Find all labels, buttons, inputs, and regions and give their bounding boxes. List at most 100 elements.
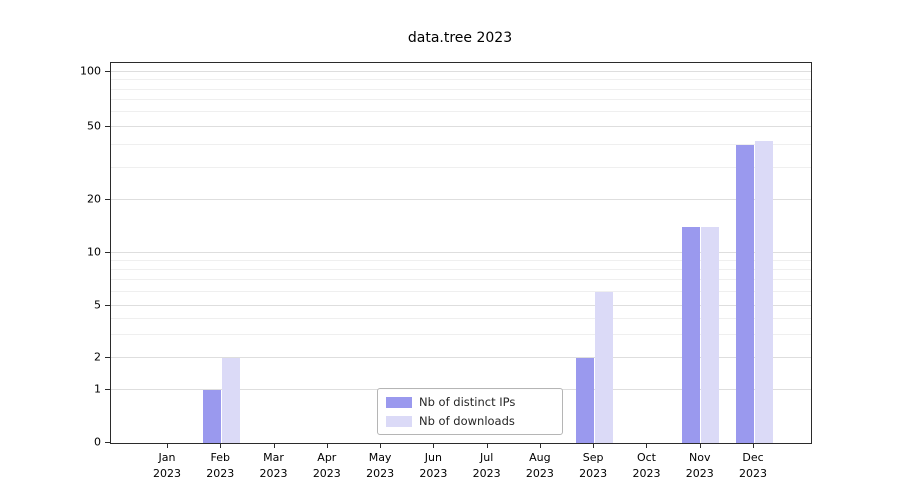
x-tick-month: Feb	[210, 451, 230, 464]
y-tick-mark	[105, 356, 110, 358]
minor-gridline	[111, 317, 811, 319]
major-gridline	[111, 71, 811, 73]
x-tick-mark	[273, 443, 275, 448]
x-tick-year: 2023	[153, 467, 181, 480]
x-tick-year: 2023	[472, 467, 501, 480]
x-tick-month: Jun	[424, 451, 442, 464]
y-tick-mark	[105, 442, 110, 443]
x-tick-label: Oct 2023	[611, 450, 681, 482]
legend-label-distinct-ips: Nb of distinct IPs	[419, 395, 516, 409]
x-tick-year: 2023	[259, 467, 288, 480]
bar-distinct-ips	[682, 227, 701, 443]
x-tick-label: Mar 2023	[239, 450, 309, 482]
x-tick-month: Aug	[529, 451, 551, 464]
minor-gridline	[111, 279, 811, 281]
x-tick-month: Apr	[317, 451, 337, 464]
x-tick-label: Jun 2023	[398, 450, 468, 482]
x-tick-mark	[380, 443, 382, 448]
legend-entry-distinct-ips: Nb of distinct IPs	[386, 395, 554, 409]
bar-distinct-ips	[575, 357, 594, 443]
plot-area	[110, 62, 812, 444]
x-tick-mark	[646, 443, 648, 448]
minor-gridline	[111, 166, 811, 168]
y-tick-label: 0	[94, 435, 101, 449]
x-tick-mark	[486, 443, 488, 448]
x-tick-mark	[326, 443, 328, 448]
x-tick-year: 2023	[739, 467, 767, 480]
minor-gridline	[111, 143, 811, 145]
major-gridline	[111, 125, 811, 127]
bar-downloads	[701, 227, 720, 443]
y-tick-mark	[105, 71, 110, 73]
major-gridline	[111, 199, 811, 201]
bar-downloads	[594, 291, 613, 443]
x-tick-label: Aug 2023	[505, 450, 575, 482]
minor-gridline	[111, 111, 811, 113]
y-tick-mark	[105, 125, 110, 127]
y-tick-label: 20	[87, 192, 101, 206]
x-tick-month: Sep	[582, 451, 604, 464]
x-tick-year: 2023	[366, 467, 395, 480]
minor-gridline	[111, 269, 811, 271]
x-tick-year: 2023	[419, 467, 448, 480]
x-tick-label: Sep 2023	[558, 450, 628, 482]
x-tick-month: Jan	[158, 451, 176, 464]
x-tick-mark	[167, 443, 168, 448]
x-tick-label: Feb 2023	[185, 450, 255, 482]
y-tick-label: 100	[80, 64, 101, 78]
y-tick-mark	[105, 199, 110, 201]
y-tick-mark	[105, 304, 110, 306]
major-gridline	[111, 356, 811, 358]
legend: Nb of distinct IPs Nb of downloads	[377, 388, 563, 435]
x-tick-mark	[220, 443, 222, 448]
x-tick-label: Nov 2023	[665, 450, 735, 482]
legend-swatch-downloads	[386, 415, 412, 427]
y-tick-mark	[105, 252, 110, 253]
minor-gridline	[111, 333, 811, 335]
chart-title: data.tree 2023	[407, 30, 513, 46]
minor-gridline	[111, 99, 811, 101]
x-tick-year: 2023	[632, 467, 661, 480]
y-tick-label: 2	[94, 350, 101, 364]
x-tick-month: Oct	[636, 451, 656, 464]
legend-label-downloads: Nb of downloads	[419, 414, 515, 428]
x-tick-label: May 2023	[345, 450, 415, 482]
bar-distinct-ips	[202, 390, 221, 443]
y-tick-label: 1	[94, 382, 101, 396]
minor-gridline	[111, 88, 811, 90]
x-tick-label: Jan 2023	[132, 450, 202, 482]
x-tick-mark	[593, 443, 595, 448]
x-tick-label: Dec 2023	[718, 450, 788, 482]
minor-gridline	[111, 260, 811, 262]
minor-gridline	[111, 79, 811, 81]
x-tick-mark	[539, 443, 541, 448]
x-tick-year: 2023	[312, 467, 341, 480]
bar-distinct-ips	[735, 144, 754, 443]
x-tick-year: 2023	[206, 467, 235, 480]
x-tick-month: Dec	[742, 451, 764, 464]
bar-downloads	[754, 140, 773, 443]
legend-swatch-distinct-ips	[386, 396, 412, 408]
y-tick-mark	[105, 389, 110, 391]
x-tick-month: Mar	[263, 451, 284, 464]
major-gridline	[111, 304, 811, 306]
x-tick-label: Apr 2023	[292, 450, 362, 482]
x-tick-label: Jul 2023	[452, 450, 522, 482]
x-tick-year: 2023	[685, 467, 714, 480]
x-tick-mark	[699, 443, 701, 448]
x-tick-year: 2023	[579, 467, 608, 480]
x-tick-month: Jul	[479, 451, 494, 464]
legend-entry-downloads: Nb of downloads	[386, 414, 554, 428]
x-tick-year: 2023	[525, 467, 554, 480]
y-tick-label: 50	[87, 119, 101, 133]
y-tick-label: 10	[87, 245, 101, 259]
x-tick-mark	[753, 443, 754, 448]
y-tick-label: 5	[94, 298, 101, 312]
minor-gridline	[111, 290, 811, 292]
x-tick-month: Nov	[688, 451, 711, 464]
major-gridline	[111, 252, 811, 253]
x-tick-month: May	[368, 451, 392, 464]
bar-downloads	[221, 357, 240, 443]
x-tick-mark	[433, 443, 435, 448]
